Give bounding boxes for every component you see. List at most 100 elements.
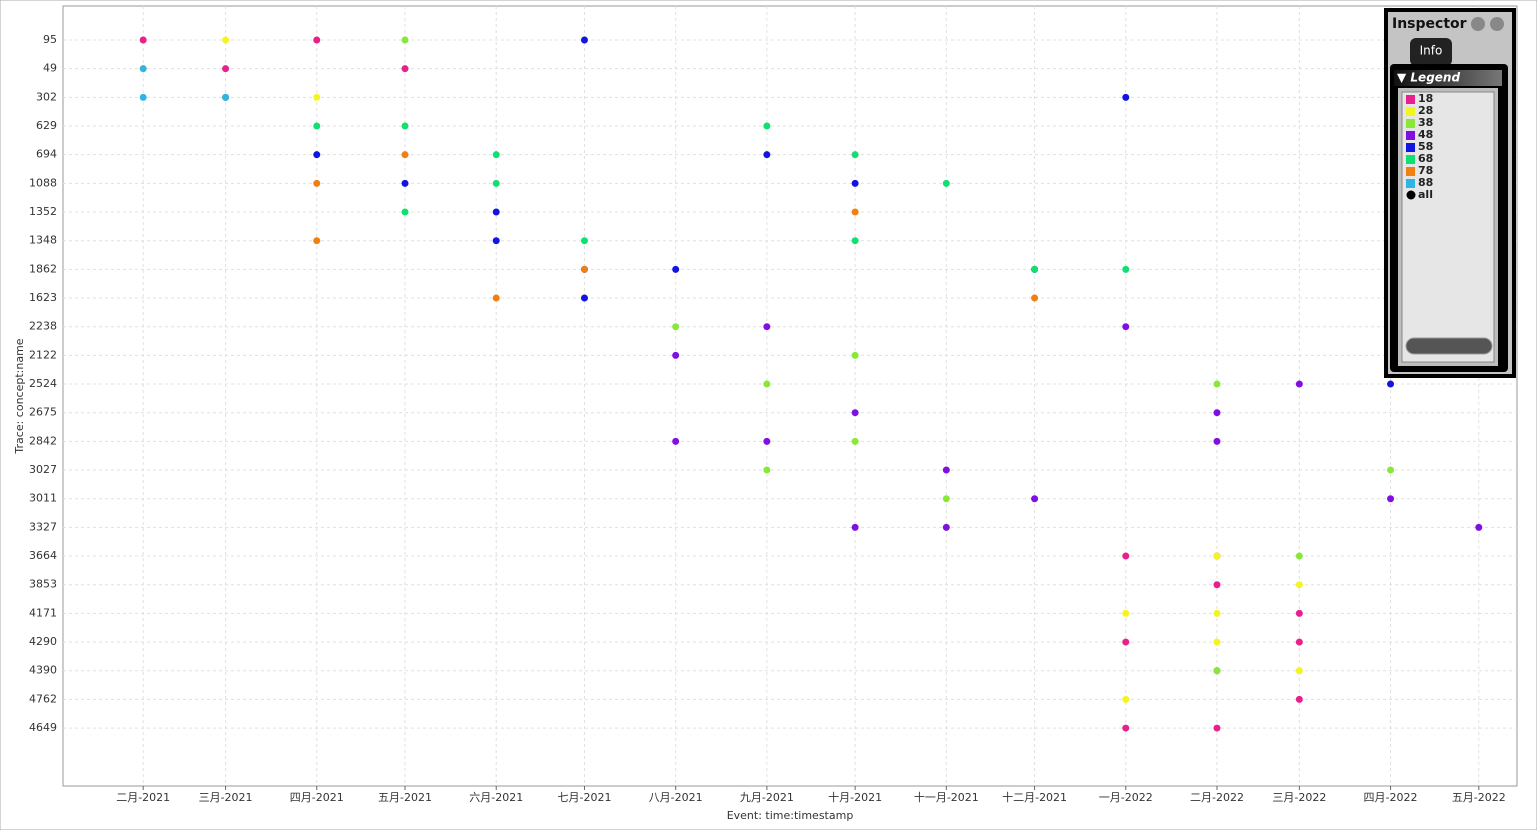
x-tick-label: 九月-2021 [740, 791, 794, 804]
dots [139, 36, 1483, 732]
event-dot [492, 151, 500, 159]
y-tick-label: 1088 [29, 176, 57, 189]
event-dot [1295, 667, 1303, 675]
event-dot [1475, 523, 1483, 531]
event-dot [313, 179, 321, 187]
event-dot [763, 437, 771, 445]
x-tick-label: 四月-2021 [290, 791, 344, 804]
event-dot [1295, 695, 1303, 703]
event-dot [1213, 667, 1221, 675]
event-dot [1122, 265, 1130, 273]
event-dot [139, 36, 147, 44]
legend-swatch [1406, 190, 1416, 200]
x-tick-label: 十一月-2021 [914, 790, 979, 804]
event-dot [1295, 380, 1303, 388]
event-dot [580, 265, 588, 273]
y-axis-label: Trace: concept:name [13, 338, 26, 454]
legend-label: 48 [1418, 128, 1433, 141]
y-tick-label: 694 [36, 148, 57, 161]
event-dot [313, 93, 321, 101]
event-dot [580, 36, 588, 44]
legend-header[interactable] [1394, 70, 1502, 86]
legend-swatch [1406, 167, 1415, 176]
x-tick-label: 三月-2021 [199, 791, 253, 804]
legend-label: 78 [1418, 164, 1433, 177]
x-tick-label: 三月-2022 [1272, 791, 1326, 804]
event-dot [1213, 380, 1221, 388]
event-dot [1031, 294, 1039, 302]
x-tick-label: 八月-2021 [649, 791, 703, 804]
event-dot [1213, 552, 1221, 560]
x-tick-label: 五月-2021 [378, 791, 432, 804]
event-dot [139, 65, 147, 73]
event-dot [672, 323, 680, 331]
y-tick-label: 95 [43, 33, 57, 46]
event-dot [1031, 265, 1039, 273]
legend-label: all [1418, 188, 1433, 201]
y-tick-label: 4762 [29, 692, 57, 705]
legend-swatch [1406, 119, 1415, 128]
legend-header-label: ▼ Legend [1397, 71, 1460, 85]
event-dot [1213, 437, 1221, 445]
y-tick-label: 1348 [29, 234, 57, 247]
event-dot [401, 179, 409, 187]
event-dot [942, 179, 950, 187]
event-dot [1031, 495, 1039, 503]
event-dot [1122, 724, 1130, 732]
event-dot [1387, 380, 1395, 388]
event-dot [763, 466, 771, 474]
event-dot [313, 36, 321, 44]
event-dot [672, 437, 680, 445]
event-dot [1387, 466, 1395, 474]
event-dot [1295, 609, 1303, 617]
event-dot [492, 294, 500, 302]
event-dot [401, 36, 409, 44]
event-dot [1213, 409, 1221, 417]
icon-button[interactable] [1490, 17, 1504, 31]
y-tick-label: 1623 [29, 291, 57, 304]
event-dot [942, 495, 950, 503]
x-tick-label: 六月-2021 [469, 791, 523, 804]
x-tick-label: 十月-2021 [828, 790, 882, 804]
icon-button[interactable] [1471, 17, 1485, 31]
event-dot [1295, 638, 1303, 646]
legend-swatch [1406, 131, 1415, 140]
event-dot [492, 237, 500, 245]
legend-swatch [1406, 155, 1415, 164]
scrollbar[interactable] [1405, 337, 1493, 355]
y-tick-label: 4649 [29, 721, 57, 734]
x-tick-label: 五月-2022 [1452, 791, 1506, 804]
event-dot [222, 36, 230, 44]
event-dot [1213, 638, 1221, 646]
x-tick-label: 一月-2022 [1099, 791, 1153, 804]
x-tick-label: 二月-2021 [116, 791, 170, 804]
x-axis-label: Event: time:timestamp [727, 809, 854, 822]
legend-label: 28 [1418, 104, 1433, 117]
y-tick-label: 2122 [29, 348, 57, 361]
event-dot [222, 65, 230, 73]
legend-swatch [1406, 95, 1415, 104]
event-dot [1213, 581, 1221, 589]
y-tick-label: 2524 [29, 377, 57, 390]
y-tick-label: 4290 [29, 635, 57, 648]
x-tick-label: 四月-2022 [1364, 791, 1418, 804]
event-dot [1213, 724, 1221, 732]
y-tick-label: 3011 [29, 492, 57, 505]
info-tab[interactable] [1410, 38, 1452, 66]
legend-swatch [1406, 179, 1415, 188]
inspector-title: Inspector [1392, 16, 1467, 32]
event-dot [313, 237, 321, 245]
y-tick-label: 302 [36, 90, 57, 103]
inspector: Inspector Info ▼ Legend [1384, 8, 1516, 378]
y-tick-label: 1862 [29, 262, 57, 275]
y-tick-label: 2238 [29, 320, 57, 333]
legend-swatch [1406, 107, 1415, 116]
y-tick-label: 2842 [29, 434, 57, 447]
event-dot [1122, 609, 1130, 617]
event-dot [851, 409, 859, 417]
y-tick-label: 4390 [29, 664, 57, 677]
event-dot [763, 380, 771, 388]
event-dot [851, 437, 859, 445]
y-tick-label: 3327 [29, 520, 57, 533]
